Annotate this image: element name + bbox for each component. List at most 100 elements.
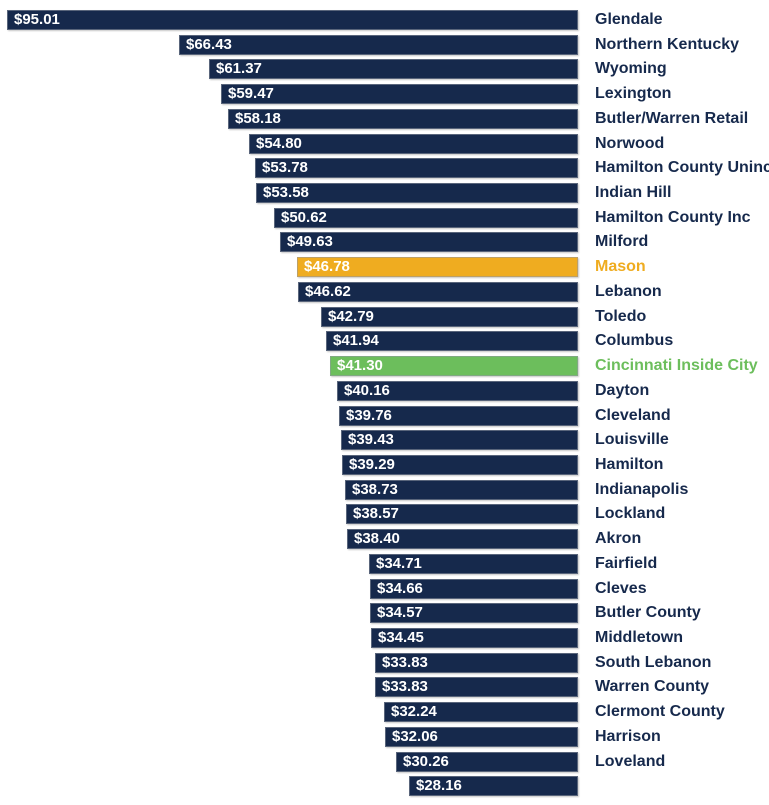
bar-cleves [370,579,578,599]
category-label: Indian Hill [595,184,672,201]
bar-clermont-county [384,702,578,722]
bar-row: $53.78 Hamilton County Uninc [0,158,769,178]
bar-row: $32.24 Clermont County [0,702,769,722]
bar-value-label: $54.80 [256,135,302,152]
bar-row: $30.26 Loveland [0,752,769,772]
category-label: Fairfield [595,555,658,572]
bar-indianapolis [345,480,578,500]
bar-cincinnati-inside-city [330,356,578,376]
bar-value-label: $38.40 [354,530,400,547]
bar-columbus [326,331,578,351]
bar-mason [297,257,578,277]
category-label: Butler County [595,604,701,621]
category-label: Cleves [595,580,647,597]
category-label: Lockland [595,505,666,522]
bar-lebanon [298,282,578,302]
bar-unlabeled [409,776,578,796]
bar-value-label: $30.26 [403,753,449,770]
category-label: Indianapolis [595,481,689,498]
bar-value-label: $39.76 [346,407,392,424]
bar-south-lebanon [375,653,578,673]
category-label: Louisville [595,431,669,448]
category-label: Northern Kentucky [595,36,740,53]
category-label: Hamilton County Inc [595,209,751,226]
bar-value-label: $39.43 [348,431,394,448]
bar-akron [347,529,578,549]
bar-row: $34.66 Cleves [0,579,769,599]
category-label: Milford [595,233,649,250]
category-label: Cleveland [595,407,671,424]
bar-value-label: $28.16 [416,777,462,794]
bar-value-label: $32.24 [391,703,437,720]
category-label: Harrison [595,728,661,745]
category-label: Cincinnati Inside City [595,357,758,374]
bar-row: $42.79 Toledo [0,307,769,327]
category-label: Loveland [595,753,666,770]
bar-value-label: $33.83 [382,654,428,671]
bar-value-label: $66.43 [186,36,232,53]
bar-value-label: $39.29 [349,456,395,473]
bar-row: $50.62 Hamilton County Inc [0,208,769,228]
category-label: Middletown [595,629,683,646]
category-label: Warren County [595,678,710,695]
bar-value-label: $32.06 [392,728,438,745]
bar-toledo [321,307,578,327]
bar-row: $32.06 Harrison [0,727,769,747]
bar-row: $95.01 Glendale [0,10,769,30]
category-label: Toledo [595,308,647,325]
bar-value-label: $38.57 [353,505,399,522]
bar-row: $58.18 Butler/Warren Retail [0,109,769,129]
bar-loveland [396,752,578,772]
category-label: Norwood [595,135,665,152]
bar-row: $33.83 South Lebanon [0,653,769,673]
bar-louisville [341,430,578,450]
bar-warren-county [375,677,578,697]
bar-row: $61.37 Wyoming [0,59,769,79]
bar-value-label: $53.58 [263,184,309,201]
bar-hamilton-county-uninc [255,158,578,178]
category-label: Columbus [595,332,674,349]
bar-row: $39.43 Louisville [0,430,769,450]
category-label: Clermont County [595,703,725,720]
bar-value-label: $61.37 [216,60,262,77]
bar-row: $40.16 Dayton [0,381,769,401]
category-label: Dayton [595,382,650,399]
bar-value-label: $40.16 [344,382,390,399]
bar-row: $28.16 [0,776,769,796]
category-label: Hamilton [595,456,664,473]
bar-butler-county [370,603,578,623]
bar-butler-warren-retail [228,109,578,129]
bar-row: $38.73 Indianapolis [0,480,769,500]
bar-fairfield [369,554,578,574]
bar-value-label: $34.57 [377,604,423,621]
bar-value-label: $41.30 [337,357,383,374]
bar-lockland [346,504,578,524]
bar-row: $39.76 Cleveland [0,406,769,426]
bar-row: $46.78 Mason [0,257,769,277]
bar-value-label: $46.62 [305,283,351,300]
bar-row: $46.62 Lebanon [0,282,769,302]
category-label: Hamilton County Uninc [595,159,769,176]
bar-row: $66.43 Northern Kentucky [0,35,769,55]
category-label: Lebanon [595,283,662,300]
category-label: Lexington [595,85,672,102]
bar-row: $49.63 Milford [0,232,769,252]
bar-row: $38.57 Lockland [0,504,769,524]
bar-value-label: $34.71 [376,555,422,572]
bar-hamilton-county-inc [274,208,578,228]
bar-row: $34.71 Fairfield [0,554,769,574]
bar-row: $38.40 Akron [0,529,769,549]
bar-indian-hill [256,183,578,203]
bar-lexington [221,84,578,104]
category-label: Wyoming [595,60,667,77]
bar-row: $41.94 Columbus [0,331,769,351]
bar-middletown [371,628,578,648]
bar-value-label: $58.18 [235,110,281,127]
category-label: Butler/Warren Retail [595,110,749,127]
bar-cleveland [339,406,578,426]
bar-hamilton [342,455,578,475]
bar-norwood [249,134,578,154]
bar-row: $39.29 Hamilton [0,455,769,475]
bar-row: $33.83 Warren County [0,677,769,697]
